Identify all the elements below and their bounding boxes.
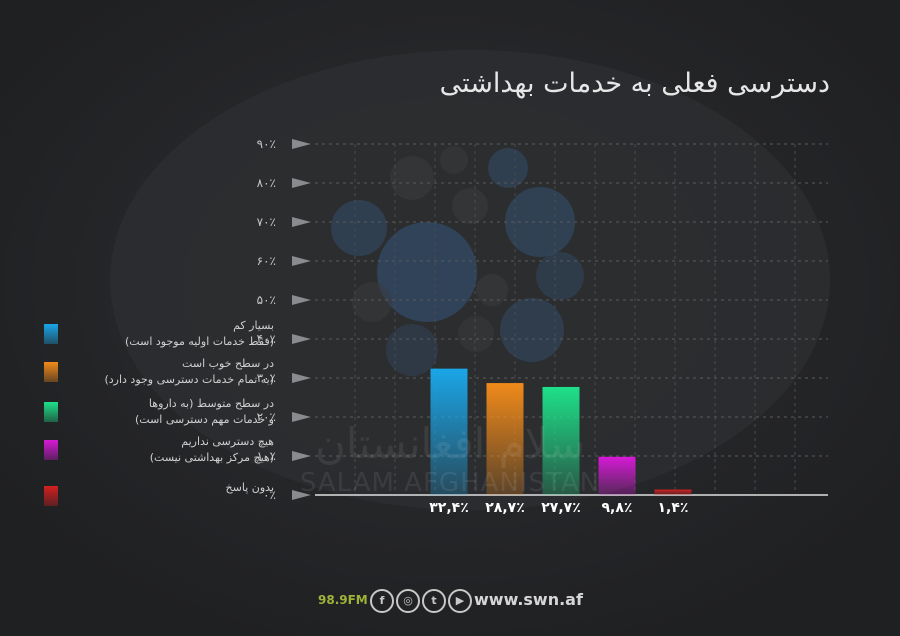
y-tick-label: ۳۰٪ [257, 371, 276, 385]
twitter-icon[interactable]: t [422, 589, 446, 613]
legend-swatch [44, 440, 58, 460]
legend-label: هیچ دسترسی نداریم [181, 435, 274, 448]
y-tick-marker [292, 217, 311, 227]
bar [430, 368, 468, 495]
y-tick-label: ۸۰٪ [257, 176, 276, 190]
legend-swatch [44, 402, 58, 422]
youtube-icon[interactable]: ▶ [448, 589, 472, 613]
value-label: ۲۸,۷٪ [485, 500, 525, 516]
decorative-bubbles [331, 146, 584, 376]
legend-item: هیچ دسترسی نداریم (هیچ مرکز بهداشتی نیست… [40, 434, 274, 474]
y-tick-label: ۶۰٪ [257, 254, 276, 268]
legend-item: در سطح خوب است (به تمام خدمات دسترسی وجو… [40, 356, 274, 396]
footer: 98.9FM f ◎ t ▶ www.swn.af [0, 589, 900, 613]
instagram-icon[interactable]: ◎ [396, 589, 420, 613]
y-tick-label: ۷۰٪ [257, 215, 276, 229]
y-tick-label: ۵۰٪ [257, 293, 276, 307]
y-tick-marker [292, 139, 311, 149]
value-label: ۳۲,۴٪ [429, 500, 469, 516]
y-tick-marker [292, 373, 311, 383]
legend-item: بدون پاسخ [40, 480, 274, 520]
facebook-icon[interactable]: f [370, 589, 394, 613]
y-tick-marker [292, 295, 311, 305]
chart-title: دسترسی فعلی به خدمات بهداشتی [439, 68, 830, 99]
legend-item: بسیار کم (فقط خدمات اولیه موجود است) [40, 318, 274, 358]
y-tick-marker [292, 334, 311, 344]
legend-sublabel: (فقط خدمات اولیه موجود است) [125, 335, 274, 348]
y-tick-marker [292, 451, 311, 461]
legend-swatch [44, 362, 58, 382]
y-tick-label: ۴۰٪ [257, 332, 276, 346]
legend-sublabel: (هیچ مرکز بهداشتی نیست) [149, 451, 274, 464]
legend-label: در سطح خوب است [182, 357, 274, 370]
y-tick-marker [292, 256, 311, 266]
website-link[interactable]: www.swn.af [474, 590, 583, 609]
y-tick-marker [292, 412, 311, 422]
bar [542, 386, 580, 495]
bar [486, 383, 524, 495]
y-tick-label: ۰٪ [263, 488, 276, 502]
legend-sublabel: (به تمام خدمات دسترسی وجود دارد) [104, 373, 274, 386]
y-tick-label: ۱۰٪ [257, 449, 276, 463]
value-label: ۱,۴٪ [658, 500, 689, 516]
legend-swatch [44, 324, 58, 344]
bar [654, 489, 692, 495]
value-label: ۹,۸٪ [602, 500, 633, 516]
legend-sublabel: و خدمات مهم دسترسی است) [134, 413, 274, 426]
legend-label: بسیار کم [233, 319, 274, 332]
radio-frequency: 98.9FM [318, 593, 368, 607]
legend-label: در سطح متوسط (به داروها [148, 397, 274, 410]
y-tick-label: ۹۰٪ [257, 137, 276, 151]
value-label: ۲۷,۷٪ [541, 500, 581, 516]
y-tick-marker [292, 490, 311, 500]
y-tick-marker [292, 178, 311, 188]
bar [598, 456, 636, 495]
legend-label: بدون پاسخ [225, 481, 274, 494]
legend-swatch [44, 486, 58, 506]
y-tick-label: ۲۰٪ [257, 410, 276, 424]
legend-item: در سطح متوسط (به داروها و خدمات مهم دستر… [40, 396, 274, 436]
